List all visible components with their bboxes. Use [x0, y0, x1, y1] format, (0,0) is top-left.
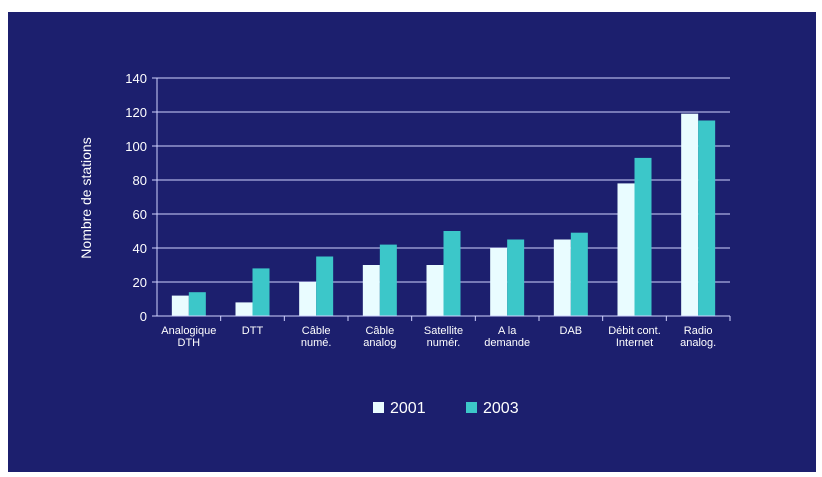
x-tick-label: Câble analog [363, 325, 396, 349]
bar-2003 [570, 232, 588, 316]
bar-2003 [507, 239, 525, 316]
bar-2001 [490, 248, 508, 316]
bar-2001 [362, 265, 380, 316]
bar-2003 [443, 231, 461, 316]
bar-2001 [681, 113, 699, 316]
x-tick-label: DAB [560, 325, 583, 337]
x-tick-label: Débit cont. Internet [608, 325, 661, 349]
x-tick-label: Câble numé. [301, 325, 332, 349]
chart-panel: 0 20 40 60 80 100 120 140 Analogique DTH DTT Câble… [8, 12, 816, 472]
y-tick-label: 20 [133, 275, 147, 290]
x-tick-labels: Analogique DTH DTT Câble numé. Câble analog Sat… [161, 325, 716, 349]
y-tick-label: 120 [125, 105, 147, 120]
bar-2001 [617, 183, 635, 316]
bar-chart: 0 20 40 60 80 100 120 140 Analogique DTH DTT Câble… [78, 71, 731, 417]
legend: 2001 2003 [373, 400, 519, 417]
y-tick-label: 80 [133, 173, 147, 188]
legend-swatch-2001 [373, 402, 384, 413]
bar-2001 [299, 282, 317, 316]
bar-2003 [252, 268, 270, 316]
bars [171, 113, 716, 316]
bar-2003 [188, 292, 206, 316]
x-tick-label: A la demande [484, 325, 530, 349]
legend-label-2003: 2003 [483, 400, 519, 417]
bar-2003 [379, 244, 397, 316]
bar-2003 [634, 157, 652, 316]
y-tick-label: 60 [133, 207, 147, 222]
y-tick-labels: 0 20 40 60 80 100 120 140 [125, 71, 147, 324]
bar-2003 [698, 120, 716, 316]
y-axis-label: Nombre de stations [78, 137, 94, 258]
y-tick-label: 140 [125, 71, 147, 86]
x-tick-label: DTT [242, 325, 264, 337]
legend-label-2001: 2001 [390, 400, 426, 417]
axes [156, 78, 731, 321]
bar-2001 [171, 295, 189, 316]
y-tick-label: 0 [140, 309, 147, 324]
bar-2001 [553, 239, 571, 316]
x-tick-label: Radio analog. [680, 325, 716, 349]
legend-swatch-2003 [466, 402, 477, 413]
bar-2003 [316, 256, 334, 316]
y-tick-label: 100 [125, 139, 147, 154]
x-tick-label: Satellite numér. [424, 325, 463, 349]
bar-2001 [426, 265, 444, 316]
y-tick-label: 40 [133, 241, 147, 256]
x-tick-label: Analogique DTH [161, 325, 216, 349]
bar-2001 [235, 302, 253, 316]
